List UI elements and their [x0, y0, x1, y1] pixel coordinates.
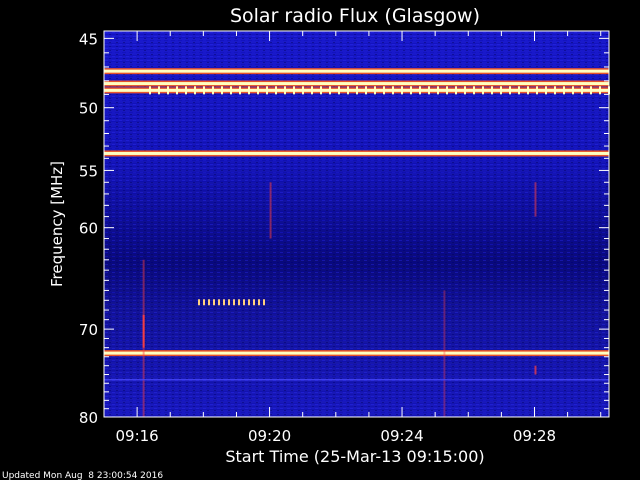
emission-streak [534, 182, 537, 217]
x-tick-label: 09:28 [513, 427, 556, 445]
band-dash [230, 86, 232, 95]
band-dash [365, 86, 367, 95]
emission-speck [223, 299, 225, 306]
band-dash [563, 86, 565, 95]
emission-speck [248, 299, 250, 306]
band-dash [437, 86, 439, 95]
band-core-0 [104, 69, 609, 73]
band-dash [302, 86, 304, 95]
emission-speck [213, 299, 215, 306]
band-dash [455, 86, 457, 95]
y-tick-label: 80 [79, 409, 98, 427]
band-dash [554, 86, 556, 95]
band-dash [248, 86, 250, 95]
band-dash [446, 86, 448, 95]
emission-streak [142, 314, 145, 348]
band-dash [338, 86, 340, 95]
band-core-3 [104, 151, 609, 155]
band-dash [482, 86, 484, 95]
band-dash [491, 86, 493, 95]
plot-area: 45 50 55 60 70 80 09:16 09:20 09:24 09:28 [79, 30, 610, 445]
band-dash [410, 86, 412, 95]
band-dash [194, 86, 196, 95]
x-tick-label: 09:20 [248, 427, 291, 445]
band-dash [149, 86, 151, 95]
band-dash [509, 86, 511, 95]
band-dash [176, 86, 178, 95]
band-dash [545, 86, 547, 95]
x-axis: 09:16 09:20 09:24 09:28 [115, 31, 602, 445]
y-axis-label: Frequency [MHz] [48, 161, 66, 287]
x-tick-label: 09:24 [380, 427, 423, 445]
band-dash [518, 86, 520, 95]
band-dash [320, 86, 322, 95]
emission-streak [443, 290, 446, 417]
x-axis-label: Start Time (25-Mar-13 09:15:00) [225, 447, 484, 466]
band-dash [581, 86, 583, 95]
band-dash [257, 86, 259, 95]
band-dash [221, 86, 223, 95]
band-dash [329, 86, 331, 95]
y-tick-label: 70 [79, 321, 98, 339]
band-dash [572, 86, 574, 95]
y-tick-label: 45 [79, 30, 98, 48]
band-dash [383, 86, 385, 95]
band-dash [293, 86, 295, 95]
emission-speck [198, 299, 200, 306]
emission-speck [203, 299, 205, 306]
band-dash [158, 86, 160, 95]
band-dash [275, 86, 277, 95]
band-dash [599, 86, 601, 95]
band-dash [239, 86, 241, 95]
x-tick-label: 09:16 [115, 427, 158, 445]
band-dash [419, 86, 421, 95]
band-dash [392, 86, 394, 95]
emission-specks [104, 182, 609, 417]
band-dash [203, 86, 205, 95]
band-dash [473, 86, 475, 95]
emission-speck [253, 299, 255, 306]
band-dash [464, 86, 466, 95]
emission-speck [218, 299, 220, 306]
emission-speck [238, 299, 240, 306]
band-dash [374, 86, 376, 95]
updated-footer: Updated Mon Aug 8 23:00:54 2016 [2, 471, 163, 480]
band-dash [527, 86, 529, 95]
band-dash [590, 86, 592, 95]
band-dash [284, 86, 286, 95]
band-core-4 [104, 351, 609, 355]
interference-bands [104, 68, 610, 357]
emission-speck [243, 299, 245, 306]
band-dash [347, 86, 349, 95]
y-axis: 45 50 55 60 70 80 [79, 30, 609, 427]
band-dash [428, 86, 430, 95]
band-dash [185, 86, 187, 95]
emission-speck [228, 299, 230, 306]
emission-speck [263, 299, 265, 306]
band-dash [311, 86, 313, 95]
y-tick-label: 55 [79, 162, 98, 180]
chart-title: Solar radio Flux (Glasgow) [230, 5, 480, 27]
emission-streak [269, 182, 272, 239]
band-dash [266, 86, 268, 95]
y-tick-label: 50 [79, 100, 98, 118]
band-dash [167, 86, 169, 95]
band-dash [401, 86, 403, 95]
band-dash [536, 86, 538, 95]
plot-frame [103, 30, 610, 418]
emission-streak [534, 365, 537, 375]
band-core-1 [104, 82, 609, 86]
band-dash [212, 86, 214, 95]
band-dash [356, 86, 358, 95]
emission-speck [258, 299, 260, 306]
emission-speck [208, 299, 210, 306]
y-tick-label: 60 [79, 220, 98, 238]
faint-band [104, 378, 609, 381]
band-dash [500, 86, 502, 95]
emission-speck [233, 299, 235, 306]
